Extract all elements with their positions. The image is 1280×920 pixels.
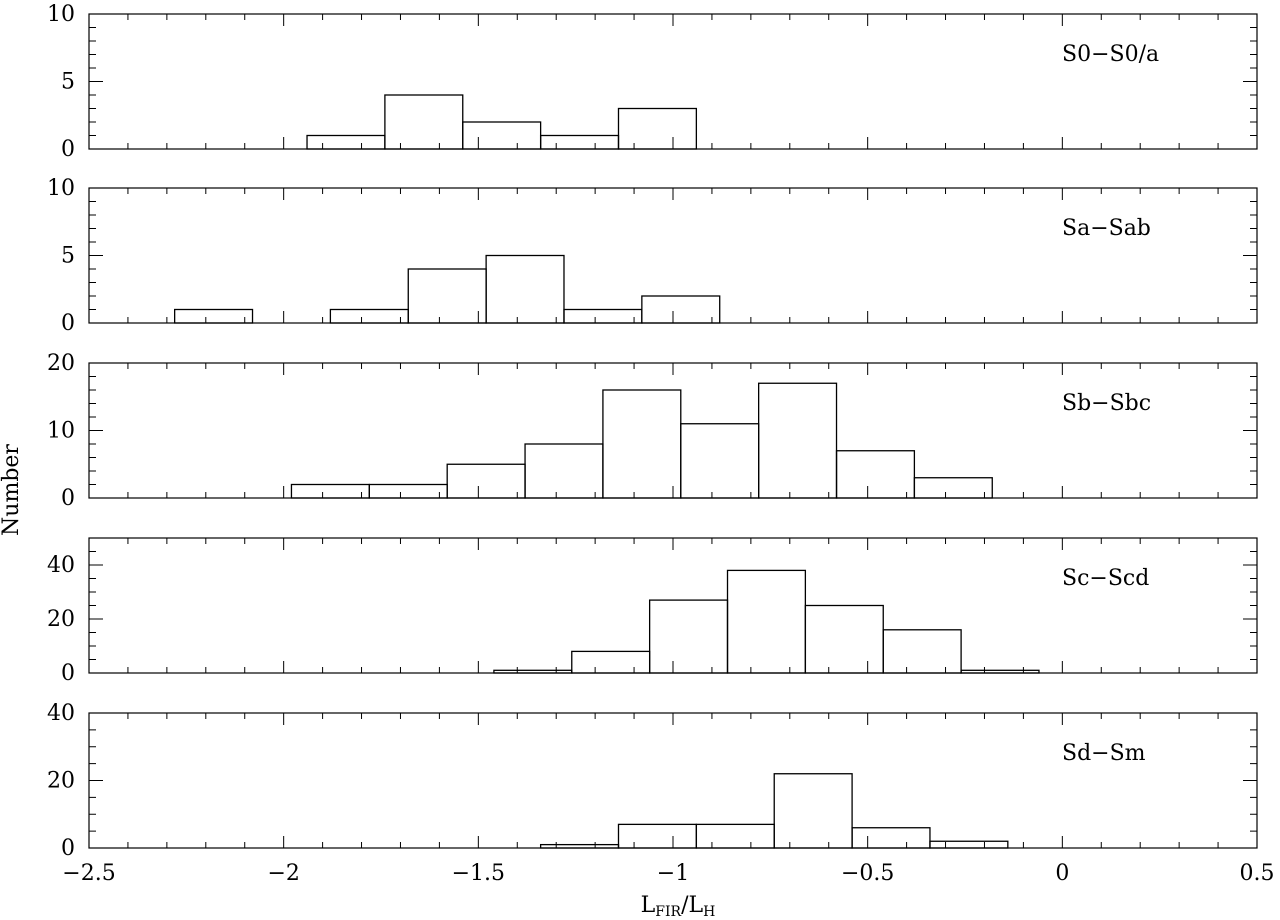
- x-axis-label-mid: /L: [681, 893, 703, 918]
- histogram-bar: [563, 308, 643, 324]
- panel-5: 0 20 40 Sd−Sm: [47, 701, 1258, 861]
- histogram-bar: [446, 463, 526, 499]
- panel-frame: [88, 712, 1258, 849]
- y-tick-label: 10: [47, 2, 75, 27]
- panel-2: 0 5 10 Sa−Sab: [47, 176, 1258, 336]
- x-axis-label: LFIR/LH: [641, 893, 716, 920]
- panel-4: 0 20 40 Sc−Scd: [47, 537, 1258, 686]
- y-tick-label: 40: [47, 553, 75, 578]
- histogram-bar: [524, 443, 604, 499]
- histogram-bar: [571, 650, 651, 674]
- histogram-bar: [695, 823, 775, 849]
- panels-group: 0 5 10 S0−S0/a 0 5 10 Sa−Sab 0 10 20 Sb−Sbc 0 20 40 Sc−…: [47, 2, 1258, 861]
- histogram-bar: [539, 843, 620, 849]
- histogram-bar: [804, 604, 884, 674]
- y-tick-label: 20: [47, 351, 75, 376]
- y-tick-label: 20: [47, 607, 75, 632]
- histogram-bar: [290, 483, 370, 499]
- histogram-bar: [485, 254, 565, 324]
- x-axis-label-main: L: [641, 893, 656, 918]
- histogram-bar: [726, 569, 807, 674]
- x-tick-label: −2: [267, 861, 299, 886]
- histogram-bar: [329, 308, 409, 324]
- y-tick-label: 0: [61, 137, 75, 162]
- y-tick-label: 10: [47, 419, 75, 444]
- histogram-bar: [539, 134, 620, 150]
- histogram-bar: [602, 389, 682, 499]
- x-tick-label: 0.5: [1240, 861, 1275, 886]
- x-tick-labels: −2.5 −2 −1.5 −1 −0.5 0 0.5: [62, 861, 1274, 886]
- y-tick-label: 0: [61, 836, 75, 861]
- panel-frame: [88, 13, 1258, 150]
- histogram-bar: [758, 382, 838, 499]
- x-tick-label: 0: [1055, 861, 1069, 886]
- histogram-bar: [835, 450, 916, 499]
- y-tick-label: 10: [47, 176, 75, 201]
- panel-label: Sc−Scd: [1062, 566, 1149, 591]
- histogram-bar: [929, 840, 1009, 849]
- panel-label: S0−S0/a: [1062, 42, 1159, 67]
- histogram-bar: [648, 599, 729, 674]
- y-tick-label: 5: [61, 244, 75, 269]
- panel-label: Sd−Sm: [1062, 741, 1146, 766]
- panel-frame: [88, 362, 1258, 499]
- histogram-bar: [617, 823, 698, 849]
- histogram-bar: [680, 423, 760, 499]
- x-tick-label: −1: [657, 861, 689, 886]
- panel-frame: [88, 537, 1258, 674]
- histogram-bar: [617, 107, 698, 150]
- y-axis-label: Number: [0, 444, 24, 536]
- histogram-bar: [960, 669, 1040, 674]
- x-axis-label-sub2: H: [703, 904, 715, 920]
- histogram-bar: [851, 827, 931, 849]
- histogram-bar: [384, 94, 464, 150]
- panel-frame: [88, 187, 1258, 324]
- histogram-bar: [773, 773, 853, 849]
- x-tick-label: −1.5: [452, 861, 505, 886]
- y-tick-label: 40: [47, 701, 75, 726]
- panel-3: 0 10 20 Sb−Sbc: [47, 351, 1258, 511]
- y-tick-label: 20: [47, 769, 75, 794]
- histogram-bar: [493, 669, 573, 674]
- y-tick-label: 0: [61, 311, 75, 336]
- y-tick-label: 0: [61, 661, 75, 686]
- x-axis-label-sub1: FIR: [655, 904, 681, 920]
- panel-label: Sa−Sab: [1062, 216, 1151, 241]
- histogram-bar: [882, 629, 962, 674]
- panel-1: 0 5 10 S0−S0/a: [47, 2, 1258, 162]
- y-tick-label: 5: [61, 70, 75, 95]
- histogram-bar: [368, 483, 448, 499]
- histogram-bar: [306, 134, 386, 150]
- histogram-bar: [407, 268, 487, 324]
- x-tick-label: −0.5: [841, 861, 894, 886]
- x-tick-label: −2.5: [62, 861, 115, 886]
- histogram-bar: [174, 308, 254, 324]
- histogram-bar: [913, 477, 993, 499]
- y-tick-label: 0: [61, 486, 75, 511]
- histogram-bar: [641, 295, 721, 324]
- histogram-bar: [462, 121, 542, 150]
- panel-label: Sb−Sbc: [1062, 391, 1151, 416]
